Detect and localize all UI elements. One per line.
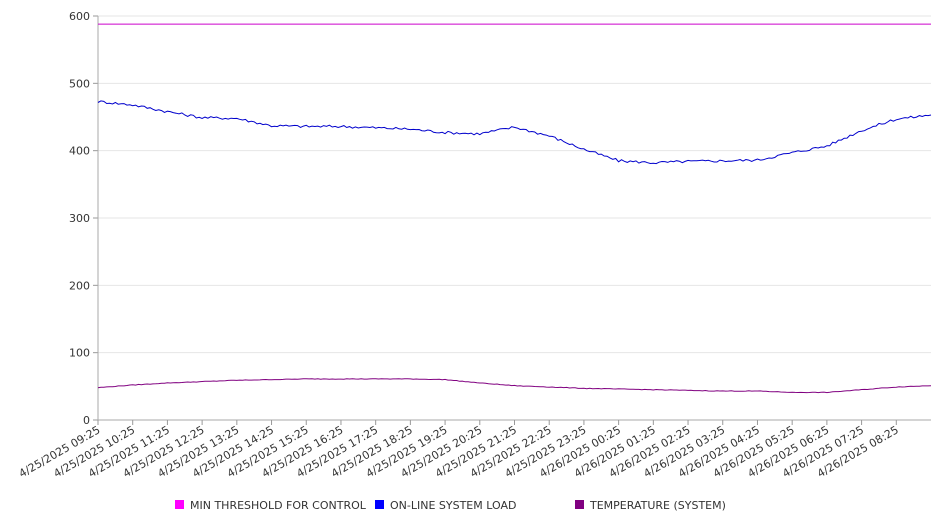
series-line-1	[97, 100, 932, 165]
y-tick-label: 500	[69, 77, 90, 90]
series-line-2	[97, 378, 932, 394]
legend: MIN THRESHOLD FOR CONTROL ON-LINE SYSTEM …	[175, 499, 726, 512]
legend-swatch	[375, 500, 384, 509]
legend-label: ON-LINE SYSTEM LOAD	[390, 499, 516, 512]
series-lines	[97, 23, 932, 394]
y-tick-label: 0	[83, 414, 90, 427]
legend-label: MIN THRESHOLD FOR CONTROL	[190, 499, 367, 512]
legend-label: TEMPERATURE (SYSTEM)	[589, 499, 726, 512]
y-tick-label: 200	[69, 279, 90, 292]
legend-swatch	[575, 500, 584, 509]
y-tick-label: 400	[69, 145, 90, 158]
y-tick-label: 100	[69, 347, 90, 360]
y-tick-label: 600	[69, 10, 90, 23]
grid-lines	[98, 15, 931, 421]
y-tick-label: 300	[69, 212, 90, 225]
legend-swatch	[175, 500, 184, 509]
axes	[93, 15, 931, 425]
